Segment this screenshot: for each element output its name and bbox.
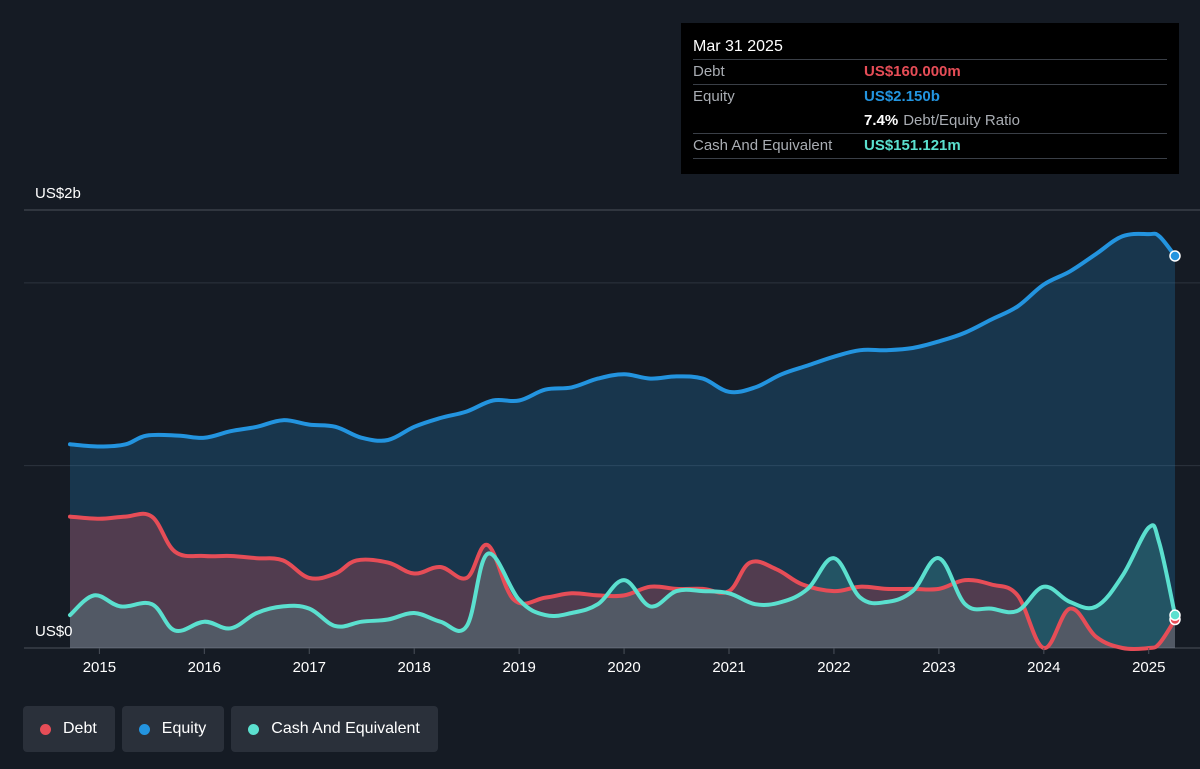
marker-cash-and-equivalent xyxy=(1169,609,1181,621)
tooltip-cash-row: Cash And Equivalent US$151.121m xyxy=(693,133,1167,158)
x-tick-label: 2024 xyxy=(1027,659,1060,676)
x-tick-label: 2019 xyxy=(502,659,535,676)
x-tick-label: 2015 xyxy=(83,659,116,676)
legend-item-cash[interactable]: Cash And Equivalent xyxy=(231,706,438,752)
x-axis-ticks: 2015 2016 2017 2018 2019 2020 2021 2022 2023 2024… xyxy=(83,648,1165,676)
series-areas xyxy=(70,233,1175,650)
series-lines xyxy=(68,231,1177,652)
tooltip-cash-label: Cash And Equivalent xyxy=(693,137,833,154)
legend-equity-dot-icon xyxy=(138,723,150,735)
chart-legend: Debt Equity Cash And Equivalent xyxy=(23,706,438,752)
end-markers xyxy=(1169,250,1181,626)
tooltip-bottom-divider xyxy=(693,158,1167,159)
tooltip-panel: Mar 31 2025 Debt US$160.000m Equity US$2… xyxy=(681,23,1179,174)
legend-item-debt[interactable]: Debt xyxy=(23,706,115,752)
x-tick-label: 2016 xyxy=(188,659,221,676)
area-debt xyxy=(70,513,1175,650)
legend-debt-label: Debt xyxy=(63,720,97,737)
x-tick-label: 2020 xyxy=(607,659,640,676)
legend-cash-dot-icon xyxy=(248,723,260,735)
tooltip-date: Mar 31 2025 xyxy=(693,38,783,55)
x-tick-label: 2018 xyxy=(398,659,431,676)
x-tick-label: 2023 xyxy=(922,659,955,676)
marker-equity xyxy=(1169,250,1181,262)
legend-debt-dot-icon xyxy=(40,723,51,735)
tooltip-ratio-value: 7.4% xyxy=(864,112,899,129)
legend-equity-label: Equity xyxy=(161,720,207,737)
tooltip-equity-label: Equity xyxy=(693,88,735,105)
x-tick-label: 2021 xyxy=(712,659,745,676)
legend-cash-label: Cash And Equivalent xyxy=(271,720,420,737)
line-equity xyxy=(68,231,1177,449)
y-axis-top-label: US$2b xyxy=(35,185,81,202)
area-cash-and-equivalent xyxy=(70,525,1175,648)
area-equity xyxy=(70,233,1175,649)
x-tick-label: 2017 xyxy=(293,659,326,676)
grid-lines xyxy=(24,209,1200,649)
tooltip-equity-row: Equity US$2.150b xyxy=(693,84,1167,109)
x-tick-label: 2025 xyxy=(1132,659,1165,676)
tooltip-ratio-row: 7.4% Debt/Equity Ratio xyxy=(693,109,1167,133)
tooltip-cash-value: US$151.121m xyxy=(864,137,961,154)
tooltip-debt-row: Debt US$160.000m xyxy=(693,59,1167,84)
line-cash-and-equivalent xyxy=(68,523,1177,634)
tooltip-ratio-label: Debt/Equity Ratio xyxy=(903,112,1020,129)
x-tick-label: 2022 xyxy=(817,659,850,676)
y-axis-bottom-label: US$0 xyxy=(35,623,73,640)
tooltip-equity-value: US$2.150b xyxy=(864,88,940,105)
tooltip-debt-value: US$160.000m xyxy=(864,63,961,80)
tooltip-debt-label: Debt xyxy=(693,63,725,80)
legend-item-equity[interactable]: Equity xyxy=(121,706,225,752)
